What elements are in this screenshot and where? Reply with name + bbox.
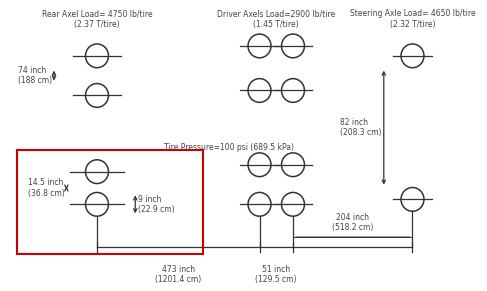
Text: 74 inch
(188 cm): 74 inch (188 cm) xyxy=(18,66,52,85)
Text: Tire Pressure=100 psi (689.5 kPa): Tire Pressure=100 psi (689.5 kPa) xyxy=(164,143,294,152)
Bar xyxy=(17,150,203,254)
Text: Steering Axle Load= 4650 lb/tire
(2.32 T/tire): Steering Axle Load= 4650 lb/tire (2.32 T… xyxy=(350,9,475,29)
Text: 473 inch
(1201.4 cm): 473 inch (1201.4 cm) xyxy=(155,265,202,284)
Text: Rear Axel Load= 4750 lb/tire
(2.37 T/tire): Rear Axel Load= 4750 lb/tire (2.37 T/tir… xyxy=(42,9,152,29)
Text: Driver Axels Load=2900 lb/tire
(1.45 T/tire): Driver Axels Load=2900 lb/tire (1.45 T/t… xyxy=(217,9,336,29)
Text: 9 inch
(22.9 cm): 9 inch (22.9 cm) xyxy=(138,195,175,214)
Text: 14.5 inch
(36.8 cm): 14.5 inch (36.8 cm) xyxy=(28,178,64,198)
Text: 82 inch
(208.3 cm): 82 inch (208.3 cm) xyxy=(340,118,382,137)
Text: 204 inch
(518.2 cm): 204 inch (518.2 cm) xyxy=(332,213,374,232)
Text: 51 inch
(129.5 cm): 51 inch (129.5 cm) xyxy=(256,265,297,284)
